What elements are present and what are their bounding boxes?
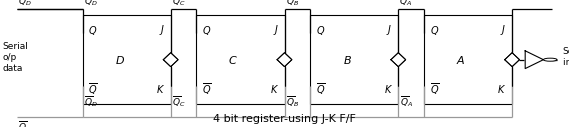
Text: $Q_D$: $Q_D$ (84, 0, 97, 8)
Text: $\overline{Q}_A$: $\overline{Q}_A$ (400, 94, 413, 109)
Text: $\mathit{B}$: $\mathit{B}$ (343, 54, 352, 66)
Text: $\mathit{D}$: $\mathit{D}$ (114, 54, 125, 66)
Text: $J$: $J$ (273, 23, 279, 37)
Bar (196, 15, 284, 104)
Text: $Q$: $Q$ (430, 24, 439, 37)
Text: $\overline{Q}_C$: $\overline{Q}_C$ (172, 94, 186, 109)
Text: $Q_B$: $Q_B$ (286, 0, 299, 8)
Bar (310, 15, 398, 104)
Text: $\mathit{C}$: $\mathit{C}$ (229, 54, 238, 66)
Text: $\overline{Q}$: $\overline{Q}$ (316, 81, 325, 97)
Text: $Q$: $Q$ (202, 24, 211, 37)
Text: $K$: $K$ (497, 83, 506, 95)
Circle shape (543, 58, 557, 61)
Text: $Q_A$: $Q_A$ (399, 0, 413, 8)
Polygon shape (525, 51, 543, 69)
Polygon shape (277, 53, 292, 67)
Text: $Q_D$: $Q_D$ (18, 0, 32, 8)
Text: $\overline{Q}_D$: $\overline{Q}_D$ (84, 94, 98, 109)
Text: $\overline{Q}$: $\overline{Q}$ (88, 81, 98, 97)
Polygon shape (391, 53, 406, 67)
Bar (83, 15, 171, 104)
Text: $Q$: $Q$ (88, 24, 97, 37)
Text: $\mathit{A}$: $\mathit{A}$ (456, 54, 465, 66)
Text: $K$: $K$ (270, 83, 279, 95)
Bar (424, 15, 512, 104)
Text: $Q_C$: $Q_C$ (172, 0, 185, 8)
Text: $\overline{Q}_D$: $\overline{Q}_D$ (18, 119, 32, 127)
Text: $\overline{Q}_B$: $\overline{Q}_B$ (286, 94, 299, 109)
Text: $J$: $J$ (386, 23, 393, 37)
Text: Serial
input data: Serial input data (563, 47, 569, 67)
Text: $J$: $J$ (500, 23, 506, 37)
Text: 4 bit register-using J-K F/F: 4 bit register-using J-K F/F (213, 114, 356, 124)
Text: $J$: $J$ (159, 23, 165, 37)
Text: $K$: $K$ (156, 83, 165, 95)
Text: $Q$: $Q$ (316, 24, 325, 37)
Text: $K$: $K$ (384, 83, 393, 95)
Text: $\overline{Q}$: $\overline{Q}$ (202, 81, 212, 97)
Text: $\overline{Q}$: $\overline{Q}$ (430, 81, 439, 97)
Polygon shape (163, 53, 178, 67)
Text: Serial
o/p
data: Serial o/p data (3, 42, 28, 73)
Polygon shape (505, 53, 519, 67)
